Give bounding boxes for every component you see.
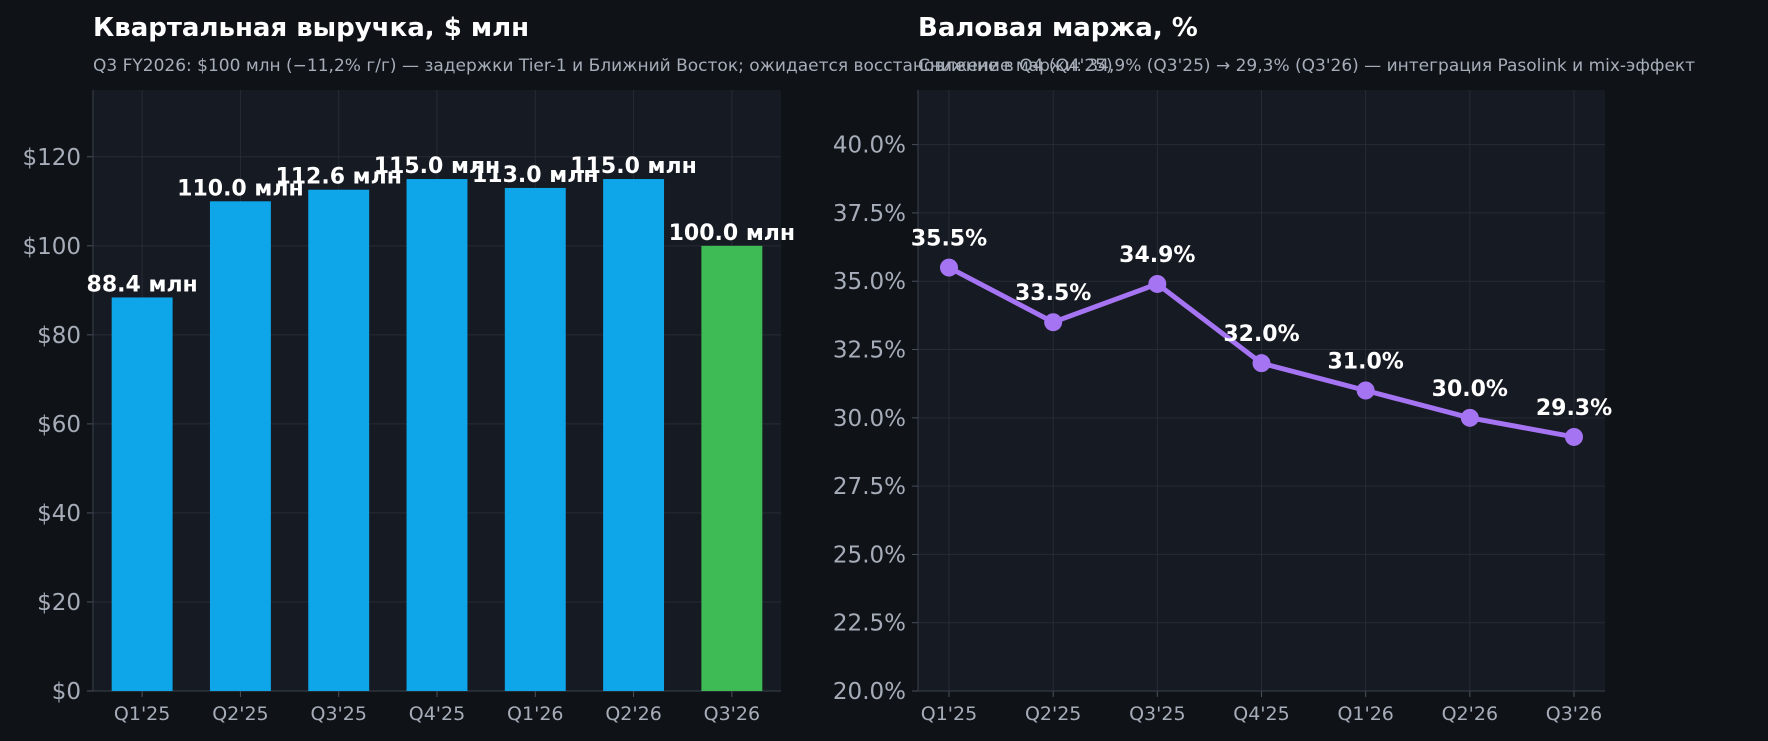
margin-xtick-label: Q3'26	[1546, 703, 1602, 725]
margin-xtick-label: Q1'25	[921, 703, 977, 725]
margin-point	[1148, 274, 1167, 293]
revenue-xtick-label: Q4'25	[409, 703, 465, 725]
revenue-axes: $0 $20 $40 $60 $80 $100 $120 Q1'25 Q2'25 Q3'25 Q4'…	[22, 90, 781, 725]
margin-xtick-label: Q1'26	[1337, 703, 1393, 725]
margin-point-label: 35.5%	[911, 227, 987, 252]
revenue-xtick-label: Q1'25	[114, 703, 170, 725]
revenue-xtick-label: Q2'26	[605, 703, 661, 725]
revenue-bar-label: 100.0 млн	[669, 221, 796, 246]
margin-point-label: 33.5%	[1015, 281, 1091, 306]
revenue-xtick-label: Q3'26	[704, 703, 760, 725]
revenue-ytick-label: $20	[37, 590, 81, 616]
margin-xtick-label: Q2'25	[1025, 703, 1081, 725]
margin-chart-subtitle: Снижение маржи: 34,9% (Q3'25) → 29,3% (Q…	[918, 56, 1695, 76]
revenue-ytick-label: $60	[37, 412, 81, 438]
revenue-bar	[308, 189, 370, 691]
revenue-ytick-label: $0	[52, 679, 81, 705]
margin-point-label: 30.0%	[1432, 377, 1508, 402]
margin-ytick-label: 27.5%	[833, 474, 906, 500]
revenue-chart-title: Квартальная выручка, $ млн	[93, 13, 529, 43]
margin-axes: 20.0% 22.5% 25.0% 27.5% 30.0% 32.5% 35.0% 37.5%…	[833, 90, 1605, 725]
margin-point	[940, 258, 958, 277]
revenue-xtick-label: Q1'26	[507, 703, 563, 725]
margin-ytick-label: 35.0%	[833, 269, 906, 295]
revenue-bar-label: 113.0 млн	[472, 163, 599, 188]
margin-point	[1356, 381, 1375, 400]
revenue-ytick-label: $80	[37, 323, 81, 349]
margin-chart: Валовая маржа, % Снижение маржи: 34,9% (…	[833, 13, 1695, 725]
margin-value-labels: 35.5% 33.5% 34.9% 32.0% 31.0% 30.0% 29.3%	[911, 227, 1612, 421]
margin-ytick-label: 32.5%	[833, 338, 906, 364]
revenue-bar-label: 115.0 млн	[374, 154, 501, 179]
revenue-bar	[209, 201, 271, 691]
margin-xtick-label: Q4'25	[1233, 703, 1289, 725]
revenue-ytick-label: $40	[37, 501, 81, 527]
revenue-xtick-label: Q3'25	[310, 703, 366, 725]
margin-point-label: 34.9%	[1119, 243, 1195, 268]
margin-point-label: 32.0%	[1223, 322, 1299, 347]
margin-chart-title: Валовая маржа, %	[918, 13, 1198, 43]
revenue-bar-label: 112.6 млн	[275, 165, 402, 190]
revenue-bar-label: 88.4 млн	[87, 272, 198, 297]
revenue-ytick-label: $120	[22, 145, 81, 171]
revenue-bar-label: 115.0 млн	[570, 154, 697, 179]
revenue-bars	[111, 179, 763, 691]
margin-point-label: 31.0%	[1328, 350, 1404, 375]
margin-ytick-label: 40.0%	[833, 133, 906, 159]
margin-ytick-label: 30.0%	[833, 406, 906, 432]
revenue-bar	[111, 297, 173, 691]
revenue-chart-subtitle: Q3 FY2026: $100 млн (−11,2% г/г) — задер…	[93, 56, 1113, 76]
margin-point	[1460, 408, 1479, 427]
revenue-bar	[701, 245, 763, 691]
margin-ytick-label: 25.0%	[833, 542, 906, 568]
margin-point-label: 29.3%	[1536, 396, 1612, 421]
revenue-bar-label: 110.0 млн	[177, 176, 304, 201]
margin-xtick-label: Q2'26	[1442, 703, 1498, 725]
margin-series	[940, 258, 1583, 446]
margin-point	[1044, 313, 1063, 332]
margin-point	[1252, 354, 1271, 373]
revenue-ytick-label: $100	[22, 234, 81, 260]
margin-ytick-label: 37.5%	[833, 201, 906, 227]
revenue-bar	[406, 179, 468, 691]
revenue-bar	[504, 187, 566, 691]
margin-ytick-label: 20.0%	[833, 679, 906, 705]
revenue-chart: Квартальная выручка, $ млн Q3 FY2026: $1…	[22, 13, 1112, 725]
margin-ytick-label: 22.5%	[833, 611, 906, 637]
margin-xtick-label: Q3'25	[1129, 703, 1185, 725]
revenue-bar	[603, 179, 665, 691]
margin-point	[1565, 427, 1583, 446]
revenue-xtick-label: Q2'25	[212, 703, 268, 725]
